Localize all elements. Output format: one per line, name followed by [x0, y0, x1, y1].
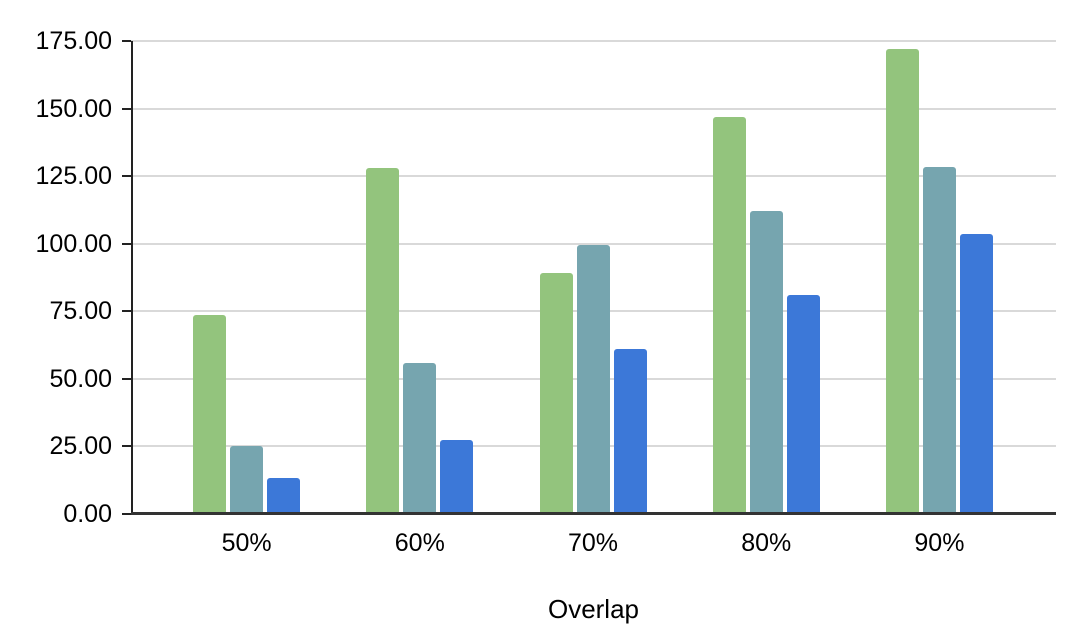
y-tick-label-100: 100.00: [35, 229, 112, 258]
bar-teal-80%: [749, 211, 783, 514]
bar-teal-70%: [576, 245, 610, 514]
bar-green-70%: [539, 273, 573, 514]
bar-green-90%: [885, 49, 919, 514]
bar-group-80%: [680, 41, 853, 514]
x-tick-label-60%: 60%: [394, 529, 445, 557]
bar-blue-80%: [786, 295, 820, 514]
y-tick-150: [122, 107, 131, 110]
y-tick-label-150: 150.00: [35, 94, 112, 123]
y-axis-line: [131, 41, 133, 514]
y-tick-25: [122, 445, 131, 448]
plot-area: [122, 40, 1056, 515]
y-tick-100: [122, 242, 131, 245]
x-axis-tick-labels: 50% 60% 70% 80% 90%: [160, 529, 1026, 557]
y-tick-label-75: 75.00: [49, 297, 112, 326]
x-tick-label-90%: 90%: [914, 529, 965, 557]
x-tick-label-80%: 80%: [741, 529, 792, 557]
x-tick-label-50%: 50%: [221, 529, 272, 557]
bar-blue-90%: [959, 234, 993, 514]
y-tick-label-125: 125.00: [35, 162, 112, 191]
y-tick-label-50: 50.00: [49, 364, 112, 393]
y-tick-75: [122, 310, 131, 313]
x-axis-title: Overlap: [547, 594, 640, 624]
bar-group-60%: [333, 41, 506, 514]
bar-teal-60%: [403, 362, 437, 514]
gridline-150: [131, 107, 1056, 110]
bar-blue-60%: [440, 439, 474, 514]
x-tick-label-70%: 70%: [567, 529, 619, 557]
bar-groups: [160, 41, 1026, 514]
bar-blue-50%: [267, 477, 301, 514]
bar-group-90%: [853, 41, 1026, 514]
bar-green-50%: [193, 315, 227, 514]
gridline-100: [131, 242, 1056, 245]
y-tick-50: [122, 377, 131, 380]
y-tick-label-25: 25.00: [49, 432, 112, 461]
y-tick-175: [122, 40, 131, 42]
gridline-175: [131, 40, 1056, 42]
y-tick-125: [122, 175, 131, 178]
y-tick-label-0: 0.00: [63, 500, 112, 528]
gridline-125: [131, 175, 1056, 178]
x-axis-line: [131, 512, 1056, 515]
bar-green-80%: [712, 116, 746, 514]
y-tick-0: [122, 513, 131, 515]
bar-teal-50%: [230, 446, 264, 514]
bar-green-60%: [366, 168, 400, 514]
bar-group-70%: [506, 41, 679, 514]
bar-blue-70%: [613, 349, 647, 514]
y-tick-label-175: 175.00: [35, 27, 112, 55]
bar-group-50%: [160, 41, 333, 514]
bar-teal-90%: [922, 166, 956, 514]
